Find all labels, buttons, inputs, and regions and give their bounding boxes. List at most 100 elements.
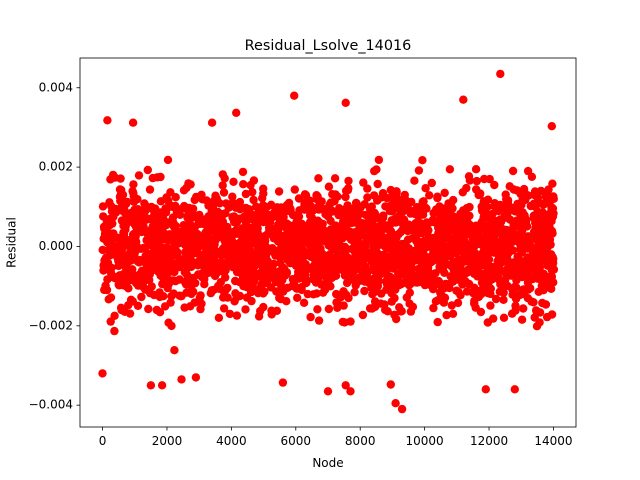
data-point (274, 224, 283, 234)
data-point (186, 180, 195, 189)
data-point (435, 202, 444, 211)
data-point (276, 294, 286, 304)
x-tick-label: 12000 (470, 434, 508, 448)
x-tick-label: 4000 (216, 434, 247, 448)
x-tick-label: 14000 (534, 434, 572, 448)
data-point (504, 248, 513, 257)
data-point (491, 294, 501, 304)
data-point (264, 223, 274, 232)
outlier-point (177, 375, 186, 384)
data-point (379, 250, 388, 260)
data-point (368, 290, 377, 299)
data-point (386, 228, 395, 237)
x-tick-label: 0 (99, 434, 107, 448)
data-point (130, 205, 140, 214)
data-point (459, 208, 469, 217)
data-point (464, 172, 474, 181)
y-tick-label: 0.004 (39, 80, 73, 94)
data-point (176, 232, 185, 242)
data-point (343, 186, 353, 195)
data-point (296, 220, 305, 229)
y-axis: −0.004 −0.002 0.000 0.002 0.004 (29, 80, 80, 412)
data-point (258, 201, 268, 210)
data-point (193, 242, 202, 251)
data-point (517, 200, 526, 210)
data-point (218, 181, 227, 190)
data-point (204, 216, 214, 225)
data-point (542, 233, 551, 243)
data-point (275, 234, 284, 243)
data-point (528, 274, 537, 284)
data-point (499, 288, 508, 297)
data-point (403, 244, 412, 253)
data-point (340, 318, 349, 327)
data-point (446, 204, 455, 213)
data-point (474, 288, 484, 297)
data-point (249, 195, 258, 205)
data-point (452, 286, 461, 295)
data-point (101, 281, 110, 290)
data-point (418, 197, 427, 206)
data-point (401, 270, 410, 280)
data-point (119, 228, 128, 237)
data-point (473, 223, 482, 233)
data-point (117, 306, 126, 315)
data-point (530, 266, 540, 275)
data-point (167, 265, 176, 274)
data-point (363, 277, 373, 286)
data-point (418, 246, 427, 256)
data-point (110, 326, 119, 336)
data-point (302, 276, 311, 285)
data-point (449, 195, 458, 205)
data-point (281, 239, 290, 249)
data-point (539, 279, 549, 289)
data-point (129, 219, 139, 228)
data-point (506, 215, 515, 224)
data-point (479, 212, 488, 221)
data-point (422, 218, 431, 227)
data-point (339, 301, 348, 310)
data-point (171, 277, 180, 286)
data-point (283, 283, 292, 292)
data-point (150, 264, 160, 274)
data-point (163, 155, 173, 165)
data-point (152, 305, 161, 315)
data-point (543, 261, 552, 270)
data-point (547, 226, 557, 236)
x-tick-label: 6000 (281, 434, 312, 448)
x-tick-label: 10000 (406, 434, 444, 448)
data-point (486, 301, 495, 310)
data-point (522, 243, 531, 252)
data-point (431, 297, 441, 306)
data-point (365, 304, 375, 313)
data-point (519, 184, 529, 194)
x-tick-label: 8000 (345, 434, 376, 448)
data-point (361, 242, 370, 251)
data-point (355, 246, 365, 256)
x-axis: 0 2000 4000 6000 8000 10000 12000 14000 (99, 427, 573, 448)
data-point (514, 261, 524, 271)
data-point (382, 265, 391, 274)
data-point (126, 295, 136, 304)
data-point (252, 219, 261, 229)
data-point (98, 202, 108, 211)
data-point (321, 260, 330, 269)
data-point (378, 213, 388, 222)
data-point (171, 193, 180, 202)
data-point (239, 180, 248, 189)
data-point (490, 229, 499, 238)
data-point (139, 257, 148, 266)
chart-title: Residual_Lsolve_14016 (245, 38, 412, 54)
data-point (433, 317, 442, 327)
data-point (350, 288, 359, 297)
data-point (110, 311, 119, 320)
data-point (272, 270, 281, 280)
data-point (458, 188, 467, 197)
data-point (460, 236, 469, 246)
data-point (535, 233, 545, 242)
data-point (241, 203, 250, 213)
data-point (249, 273, 259, 283)
data-point (170, 346, 179, 355)
data-point (267, 260, 276, 269)
data-point (173, 204, 182, 213)
